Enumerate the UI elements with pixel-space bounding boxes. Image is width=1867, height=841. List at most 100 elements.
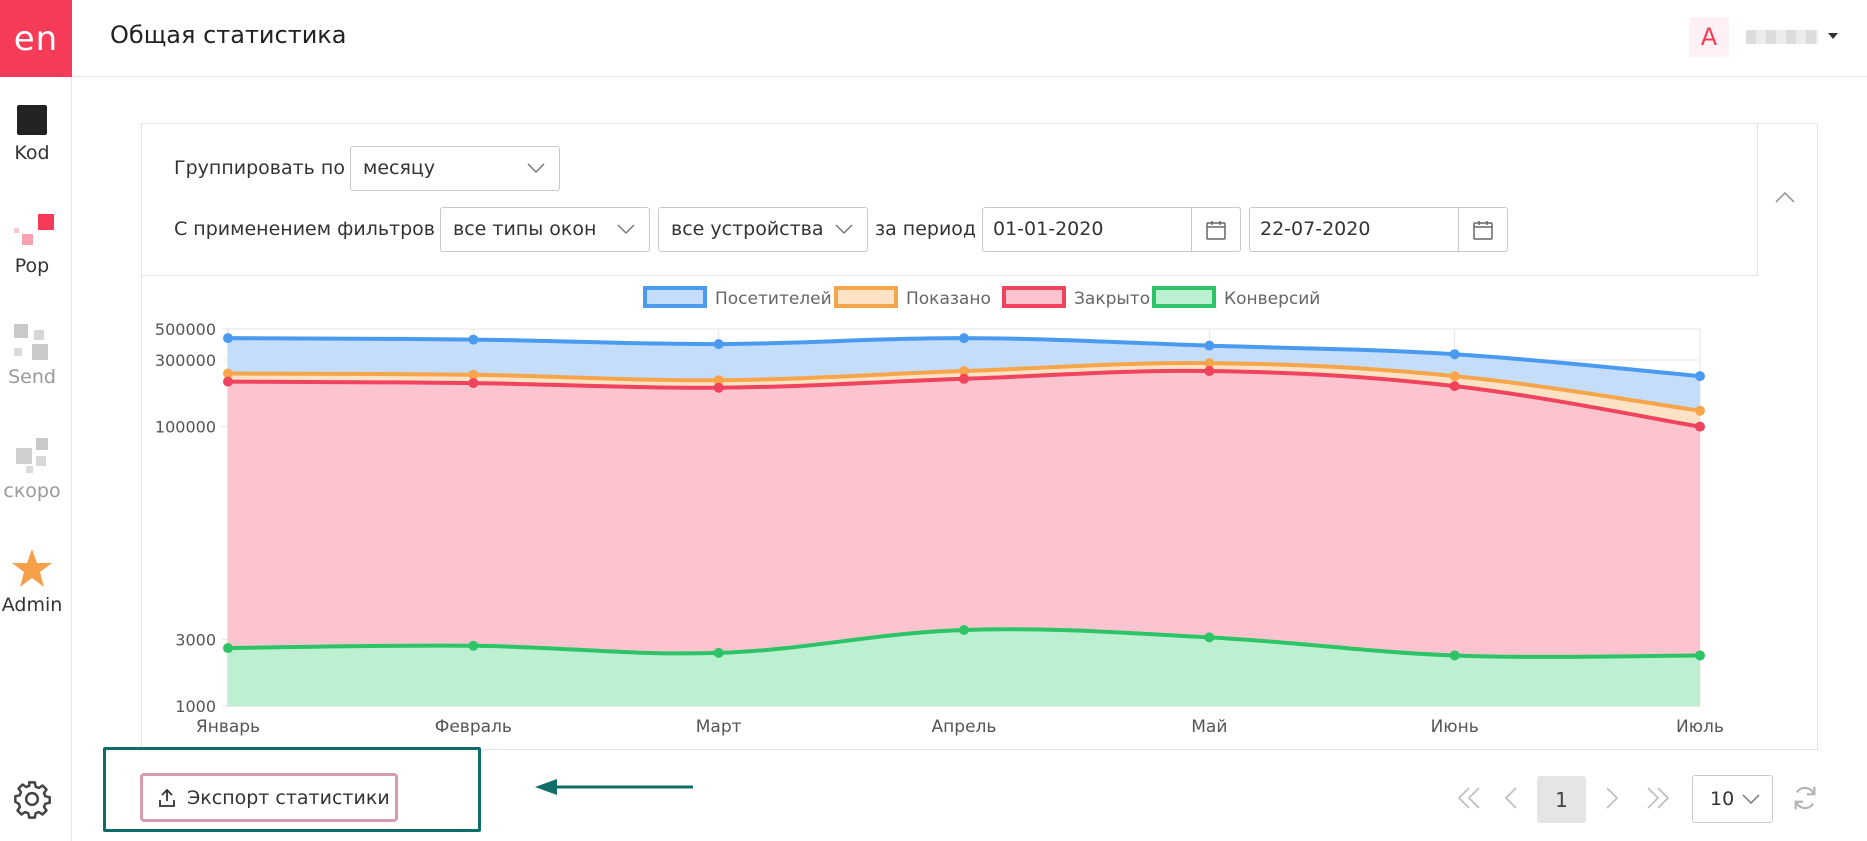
window-type-select[interactable]: все типы окон xyxy=(440,207,650,252)
legend-swatch xyxy=(1002,286,1066,308)
sidebar-item-label: Kod xyxy=(14,142,50,164)
x-tick-label: Июль xyxy=(1676,717,1724,737)
statistics-card: Группировать по месяцу С применением фил… xyxy=(141,123,1818,750)
legend-label: Конверсий xyxy=(1224,289,1320,309)
data-point xyxy=(1449,371,1460,382)
date-from-value: 01-01-2020 xyxy=(993,218,1104,240)
data-point xyxy=(713,339,724,350)
y-tick-label: 3000 xyxy=(175,630,216,649)
per-page-select[interactable]: 10 xyxy=(1692,775,1773,823)
page-title: Общая статистика xyxy=(110,21,347,49)
y-tick-label: 300000 xyxy=(155,351,216,370)
sidebar-item-soon[interactable]: скоро xyxy=(0,436,64,502)
date-from-field[interactable]: 01-01-2020 xyxy=(982,207,1241,252)
legend-label: Посетителей xyxy=(715,289,832,309)
chevron-down-icon xyxy=(617,224,635,235)
first-page-icon[interactable] xyxy=(1449,774,1489,822)
date-to-field[interactable]: 22-07-2020 xyxy=(1249,207,1508,252)
per-page-value: 10 xyxy=(1710,788,1735,810)
sidebar-item-send[interactable]: Send xyxy=(0,322,64,388)
calendar-icon[interactable] xyxy=(1191,208,1240,251)
data-point xyxy=(1695,421,1705,432)
refresh-icon[interactable] xyxy=(1790,783,1820,813)
sidebar-item-label: Send xyxy=(8,366,56,388)
data-point xyxy=(223,368,233,379)
export-statistics-button[interactable]: Экспорт статистики xyxy=(140,773,398,822)
next-page-icon[interactable] xyxy=(1597,774,1625,822)
x-tick-label: Март xyxy=(696,717,742,737)
gear-icon[interactable] xyxy=(12,779,52,819)
data-point xyxy=(223,333,233,344)
chevron-down-icon xyxy=(835,224,853,235)
y-tick-label: 1000 xyxy=(175,697,216,716)
data-point xyxy=(1449,381,1460,392)
soon-squares-icon xyxy=(16,438,48,473)
x-tick-label: Январь xyxy=(196,717,260,737)
data-point xyxy=(223,376,233,387)
data-point xyxy=(713,382,724,393)
data-point xyxy=(713,647,724,658)
device-value: все устройства xyxy=(671,218,824,240)
series-area xyxy=(228,370,1700,706)
date-to-value: 22-07-2020 xyxy=(1260,218,1371,240)
sidebar-item-label: скоро xyxy=(3,480,61,502)
period-label: за период xyxy=(875,218,977,240)
group-by-value: месяцу xyxy=(363,157,436,179)
data-point xyxy=(1204,366,1215,377)
legend-swatch xyxy=(1152,286,1216,308)
data-point xyxy=(959,333,969,344)
data-point xyxy=(959,366,969,377)
star-icon xyxy=(12,549,52,587)
prev-page-icon[interactable] xyxy=(1498,774,1526,822)
group-by-select[interactable]: месяцу xyxy=(350,146,560,191)
legend-label: Закрыто xyxy=(1074,289,1150,309)
chevron-up-icon[interactable] xyxy=(1773,186,1797,210)
last-page-icon[interactable] xyxy=(1638,774,1678,822)
sidebar-item-kod[interactable]: Kod xyxy=(0,104,64,164)
user-menu-caret-icon[interactable] xyxy=(1828,33,1838,39)
filters-label: С применением фильтров xyxy=(174,218,435,240)
app-logo[interactable]: en xyxy=(0,0,72,77)
data-point xyxy=(468,334,479,345)
data-point xyxy=(468,378,479,389)
calendar-icon[interactable] xyxy=(1458,208,1507,251)
data-point xyxy=(1449,650,1460,661)
x-tick-label: Апрель xyxy=(932,717,997,737)
statistics-chart: 500000 300000 100000 3000 1000 Январь Февраль М… xyxy=(142,276,1819,751)
window-type-value: все типы окон xyxy=(453,218,597,240)
x-tick-label: Май xyxy=(1191,717,1227,737)
data-point xyxy=(713,375,724,386)
x-tick-label: Июнь xyxy=(1431,717,1479,737)
legend-swatch xyxy=(643,286,707,308)
user-name-blurred[interactable] xyxy=(1746,30,1818,44)
black-square-icon xyxy=(17,105,47,135)
data-point xyxy=(1449,349,1460,360)
top-header: Общая статистика A xyxy=(72,0,1867,77)
data-point xyxy=(1204,632,1215,643)
x-tick-label: Февраль xyxy=(435,717,512,737)
sidebar-item-admin[interactable]: Admin xyxy=(0,548,64,616)
logo-text: en xyxy=(13,18,59,59)
y-tick-label: 500000 xyxy=(155,320,216,339)
group-by-label: Группировать по xyxy=(174,157,345,179)
sidebar-item-label: Pop xyxy=(14,255,50,277)
filters-panel: Группировать по месяцу С применением фил… xyxy=(142,124,1758,276)
data-point xyxy=(468,369,479,380)
legend-swatch xyxy=(834,286,898,308)
pop-squares-icon xyxy=(14,214,54,245)
sidebar: en Kod Pop Send скоро xyxy=(0,0,72,841)
data-point xyxy=(468,640,479,651)
export-label: Экспорт статистики xyxy=(187,786,390,809)
data-point xyxy=(959,373,969,384)
chevron-down-icon xyxy=(1742,794,1760,805)
current-page-button[interactable]: 1 xyxy=(1537,776,1586,823)
sidebar-item-pop[interactable]: Pop xyxy=(0,213,64,277)
send-squares-icon xyxy=(14,324,48,360)
upload-icon xyxy=(159,788,175,807)
data-point xyxy=(223,643,233,654)
y-tick-label: 100000 xyxy=(155,418,216,437)
device-select[interactable]: все устройства xyxy=(658,207,868,252)
avatar[interactable]: A xyxy=(1689,17,1729,57)
data-point xyxy=(1695,405,1705,416)
